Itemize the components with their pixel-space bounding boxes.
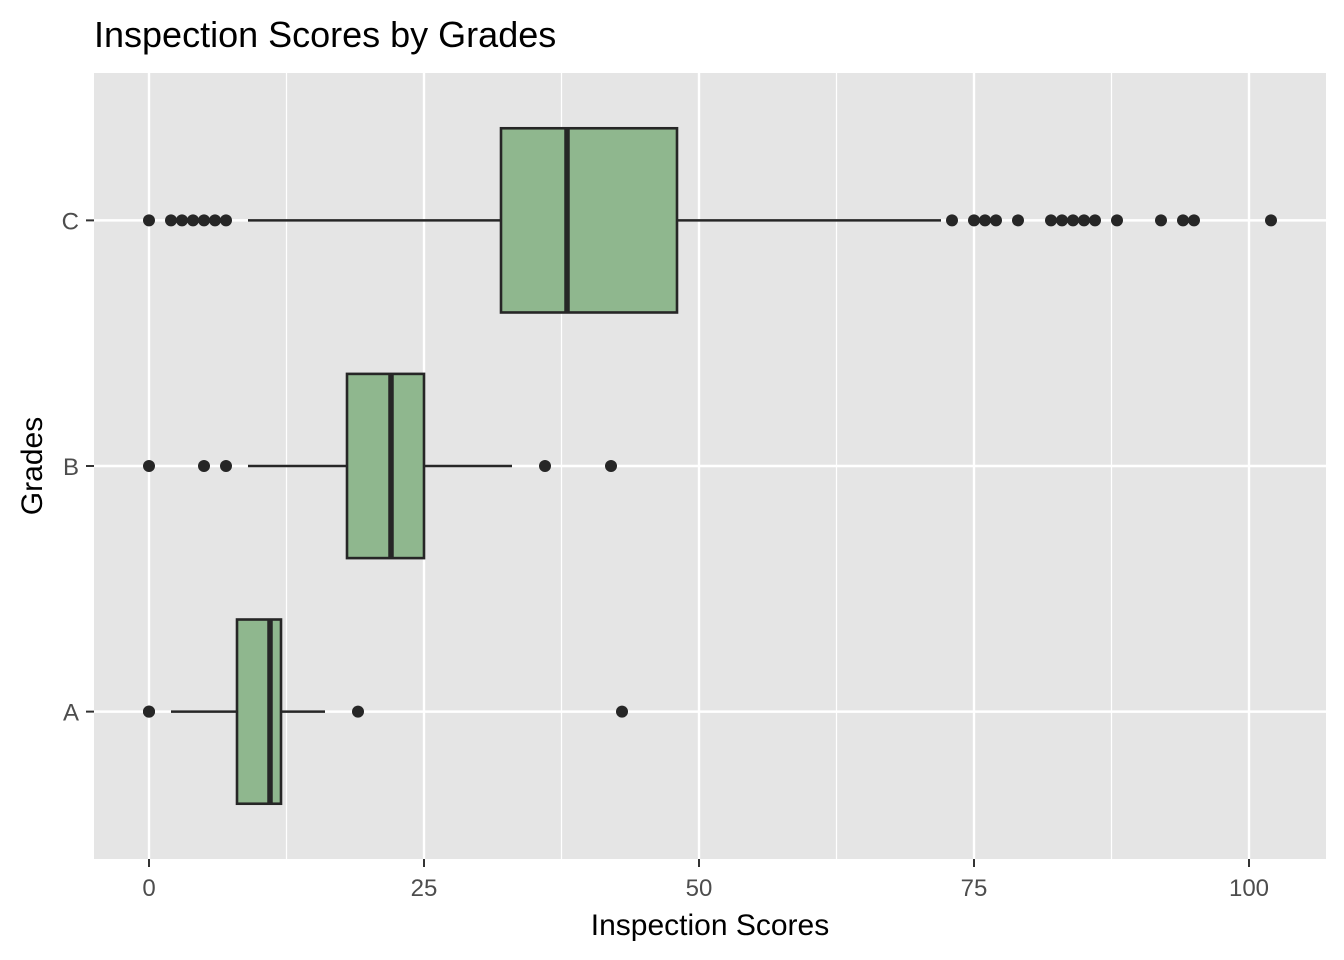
y-tick-label: C	[62, 208, 79, 235]
outlier-point	[539, 460, 551, 472]
outlier-point	[143, 214, 155, 227]
outlier-point	[1089, 214, 1101, 227]
x-axis: 0 25 50 75 100	[142, 859, 1269, 902]
box-layer	[143, 126, 1277, 806]
outlier-point	[187, 214, 199, 227]
outlier-point	[1045, 214, 1057, 227]
outlier-point	[968, 214, 980, 227]
x-tick-label: 25	[411, 875, 438, 902]
outlier-point	[605, 460, 617, 472]
y-tick-label: A	[63, 700, 79, 727]
box-group-A	[143, 618, 628, 806]
outlier-point	[198, 214, 210, 227]
outlier-point	[979, 214, 991, 227]
outlier-point	[1067, 214, 1079, 227]
outlier-point	[1012, 214, 1024, 227]
chart-title: Inspection Scores by Grades	[94, 14, 556, 55]
iqr-box	[235, 618, 283, 806]
outlier-point	[1188, 214, 1200, 227]
outlier-point	[143, 460, 155, 472]
outlier-point	[165, 214, 177, 227]
outlier-point	[990, 214, 1002, 227]
outlier-point	[209, 214, 221, 227]
outlier-point	[1078, 214, 1090, 227]
outlier-point	[352, 705, 364, 718]
outlier-point	[616, 705, 628, 718]
outlier-point	[143, 705, 155, 718]
outlier-point	[1155, 214, 1167, 227]
x-tick-label: 100	[1229, 875, 1269, 902]
x-tick-label: 50	[686, 875, 713, 902]
iqr-box	[499, 126, 679, 314]
outlier-point	[198, 460, 210, 472]
outlier-point	[1111, 214, 1123, 227]
outlier-point	[1265, 214, 1277, 227]
y-tick-label: B	[63, 454, 79, 481]
box-group-C	[143, 126, 1277, 314]
iqr-box	[345, 372, 426, 560]
x-tick-label: 75	[961, 875, 988, 902]
outlier-point	[220, 460, 232, 472]
outlier-point	[946, 214, 958, 227]
x-axis-title: Inspection Scores	[591, 909, 829, 942]
outlier-point	[1056, 214, 1068, 227]
outlier-point	[1177, 214, 1189, 227]
outlier-point	[220, 214, 232, 227]
outlier-point	[176, 214, 188, 227]
box-group-B	[143, 372, 617, 560]
y-axis-title: Grades	[16, 417, 49, 515]
y-axis: A B C	[62, 208, 94, 727]
x-tick-label: 0	[142, 875, 155, 902]
